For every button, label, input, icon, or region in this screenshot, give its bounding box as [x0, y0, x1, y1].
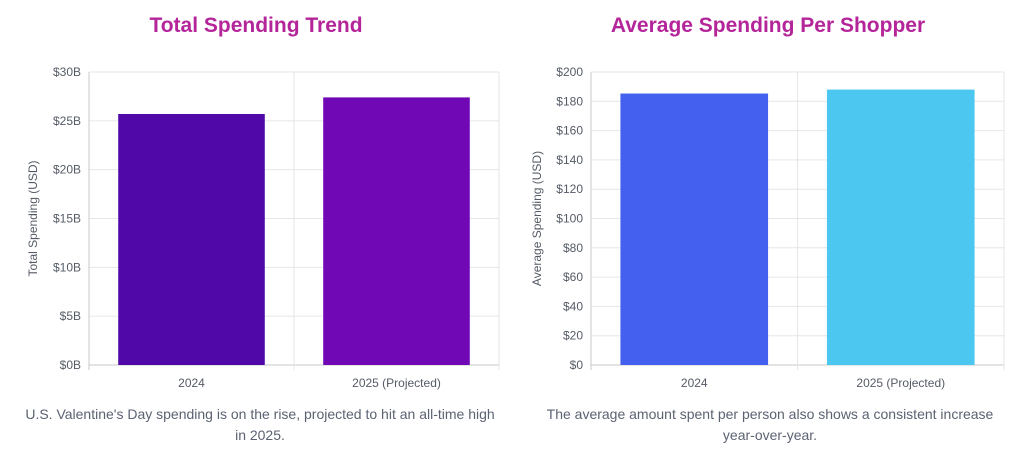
- y-tick-label: $0: [570, 358, 584, 372]
- x-tick-label: 2025 (Projected): [352, 376, 441, 390]
- total-spending-chart: $0B $5B $10B $15B $20B $25B $30B 2024 2025 (Proj…: [26, 65, 500, 390]
- y-tick-label: $10B: [53, 260, 81, 274]
- y-tick-label: $160: [556, 124, 583, 138]
- y-tick-label: $15B: [53, 212, 81, 226]
- y-tick-label: $30B: [53, 65, 81, 79]
- chart-title: Total Spending Trend: [149, 14, 363, 37]
- y-tick-label: $60: [563, 270, 583, 284]
- total-spending-panel: Total Spending Trend $0B $5B $10B $15B $20B $…: [25, 14, 500, 443]
- bar: [118, 113, 265, 365]
- y-tick-label: $140: [556, 153, 583, 167]
- y-tick-label: $25B: [53, 114, 81, 128]
- y-tick-label: $80: [563, 241, 583, 255]
- y-tick-label: $200: [556, 65, 583, 79]
- y-tick-label: $180: [556, 94, 583, 108]
- y-tick-label: $20: [563, 329, 583, 343]
- average-spending-panel: Average Spending Per Shopper $0 $20 $40 $60…: [512, 0, 1024, 469]
- y-tick-label: $5B: [60, 309, 81, 323]
- average-spending-chart: $0 $20 $40 $60 $80 $100 $120 $140 $160 $180 $200 20…: [530, 65, 1005, 390]
- bar: [826, 89, 975, 365]
- chart-caption: The average amount spent per person also…: [546, 406, 994, 443]
- x-tick-label: 2024: [178, 376, 205, 390]
- y-axis-title: Total Spending (USD): [26, 160, 40, 276]
- y-tick-label: $100: [556, 212, 583, 226]
- y-tick-label: $0B: [60, 358, 81, 372]
- bar: [620, 93, 769, 366]
- chart-title: Average Spending Per Shopper: [610, 14, 926, 37]
- chart-caption: U.S. Valentine's Day spending is on the …: [25, 406, 495, 443]
- y-tick-label: $120: [556, 182, 583, 196]
- x-tick-label: 2025 (Projected): [856, 376, 945, 390]
- y-axis-title: Average Spending (USD): [530, 151, 544, 286]
- y-tick-label: $20B: [53, 163, 81, 177]
- bar: [323, 97, 470, 365]
- y-tick-label: $40: [563, 299, 583, 313]
- x-tick-label: 2024: [681, 376, 708, 390]
